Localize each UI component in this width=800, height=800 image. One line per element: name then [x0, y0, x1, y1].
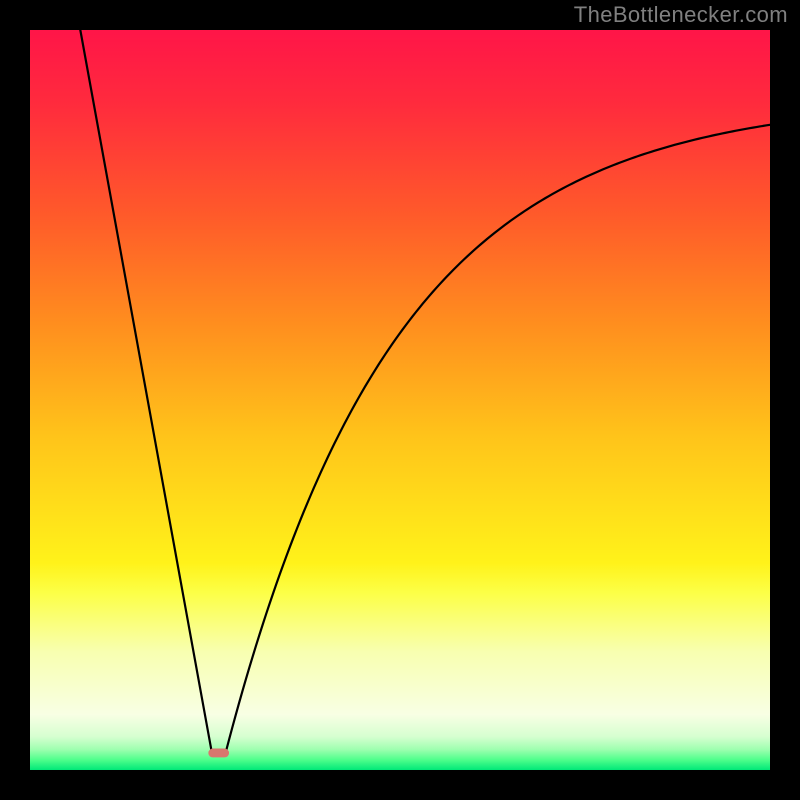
watermark-text: TheBottlenecker.com — [574, 2, 788, 28]
figure-root: TheBottlenecker.com — [0, 0, 800, 800]
curve-chart — [30, 30, 770, 770]
valley-marker — [208, 749, 229, 758]
plot-area — [30, 30, 770, 770]
